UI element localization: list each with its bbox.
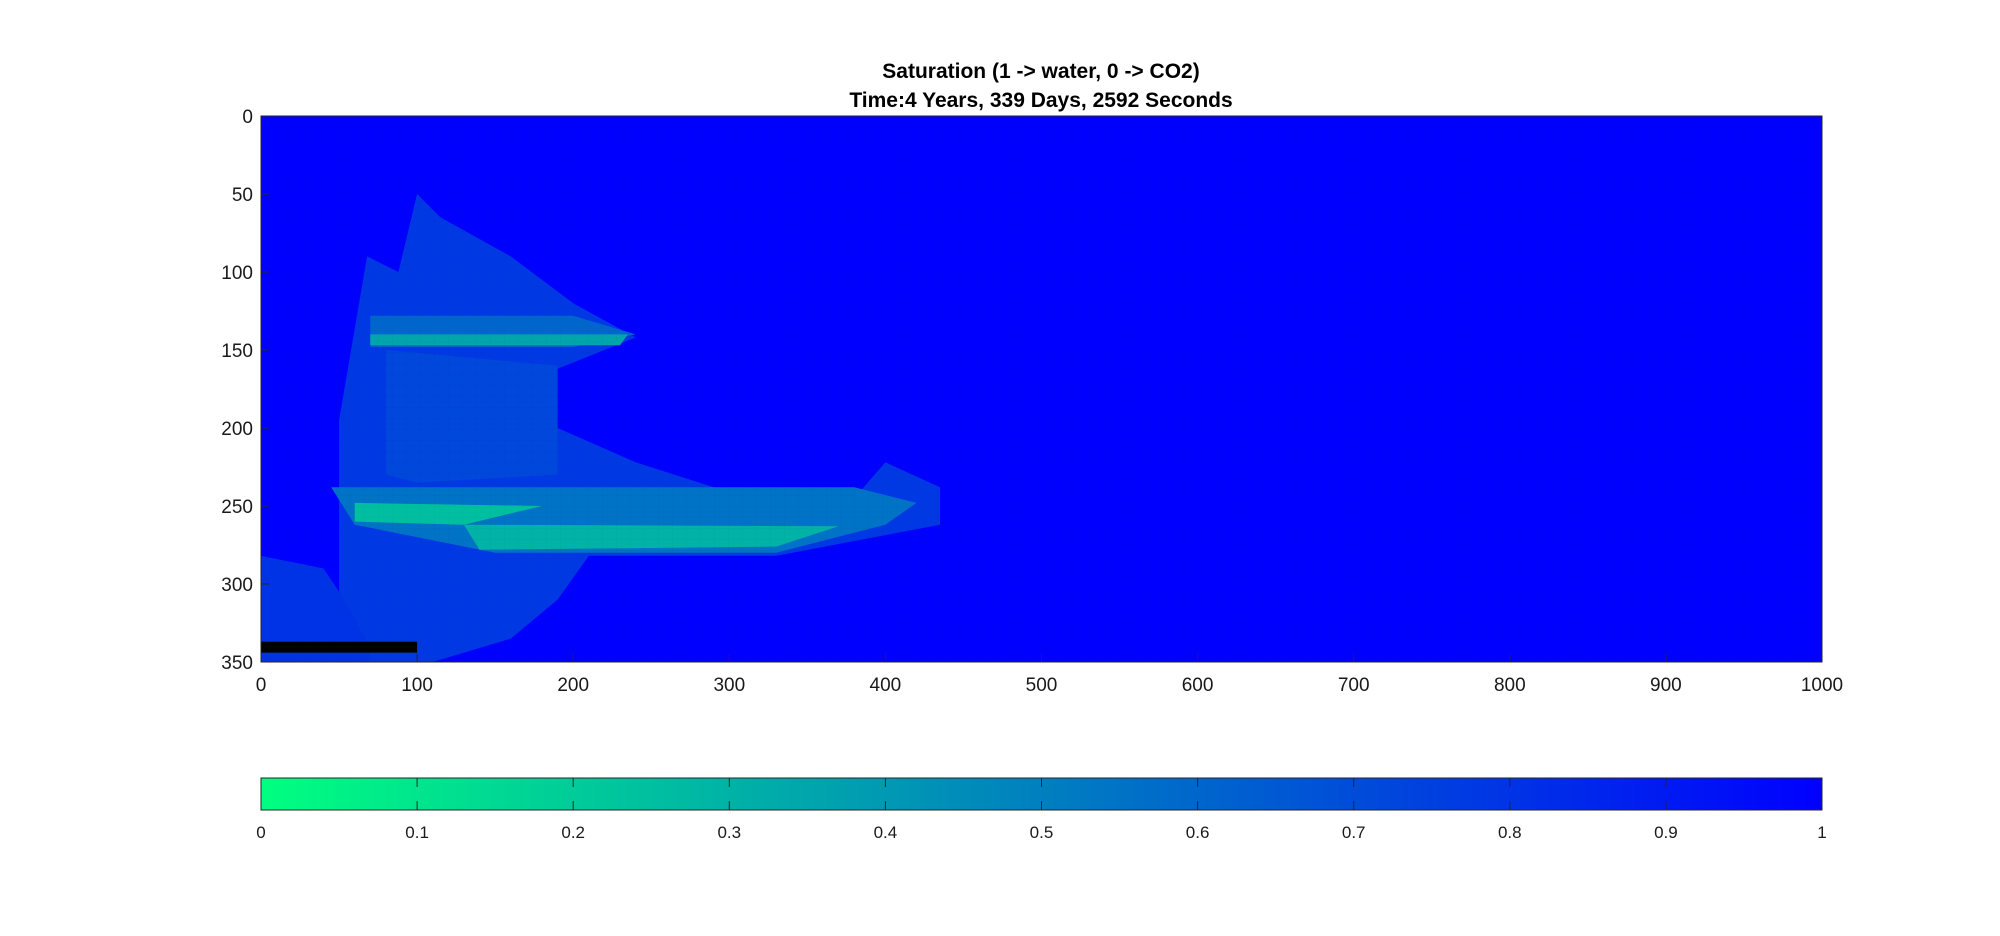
y-tick-label: 300 <box>221 575 253 596</box>
y-tick-label: 350 <box>221 653 253 674</box>
chart-subtitle: Time:4 Years, 339 Days, 2592 Seconds <box>849 89 1232 112</box>
x-tick-label: 0 <box>256 675 267 696</box>
x-tick-label: 800 <box>1494 675 1526 696</box>
colorbar: 0 0.1 0.2 0.3 0.4 0.5 0.6 0.7 0.8 0.9 1 <box>256 777 1827 842</box>
y-tick-label: 50 <box>232 185 253 206</box>
colorbar-tick-label: 0 <box>256 823 265 842</box>
y-axis: 0 50 100 150 200 250 300 350 <box>221 107 269 674</box>
colorbar-tick-label: 1 <box>1817 823 1826 842</box>
colorbar-tick-label: 0.3 <box>717 823 741 842</box>
x-tick-label: 300 <box>713 675 745 696</box>
x-tick-label: 500 <box>1026 675 1058 696</box>
colorbar-tick-label: 0.9 <box>1654 823 1678 842</box>
y-tick-label: 0 <box>242 107 253 128</box>
colorbar-tick-label: 0.2 <box>561 823 585 842</box>
x-axis: 0 100 200 300 400 500 600 700 800 900 1000 <box>256 654 1843 696</box>
x-tick-label: 900 <box>1650 675 1682 696</box>
colorbar-tick-label: 0.6 <box>1186 823 1210 842</box>
x-tick-label: 200 <box>557 675 589 696</box>
colorbar-tick-label: 0.8 <box>1498 823 1522 842</box>
y-tick-label: 100 <box>221 263 253 284</box>
y-tick-label: 150 <box>221 341 253 362</box>
chart-title: Saturation (1 -> water, 0 -> CO2) <box>882 60 1199 83</box>
y-tick-label: 200 <box>221 419 253 440</box>
colorbar-tick-label: 0.4 <box>874 823 898 842</box>
x-tick-label: 700 <box>1338 675 1370 696</box>
x-tick-label: 400 <box>870 675 902 696</box>
injection-well-marker <box>261 641 418 653</box>
x-tick-label: 1000 <box>1801 675 1843 696</box>
colorbar-tick-label: 0.7 <box>1342 823 1366 842</box>
heatmap-grid-texture <box>261 116 1822 662</box>
colorbar-tick-label: 0.1 <box>405 823 429 842</box>
y-tick-label: 250 <box>221 497 253 518</box>
plot-area <box>260 115 1823 663</box>
x-tick-label: 100 <box>401 675 433 696</box>
x-tick-label: 600 <box>1182 675 1214 696</box>
colorbar-tick-label: 0.5 <box>1030 823 1054 842</box>
